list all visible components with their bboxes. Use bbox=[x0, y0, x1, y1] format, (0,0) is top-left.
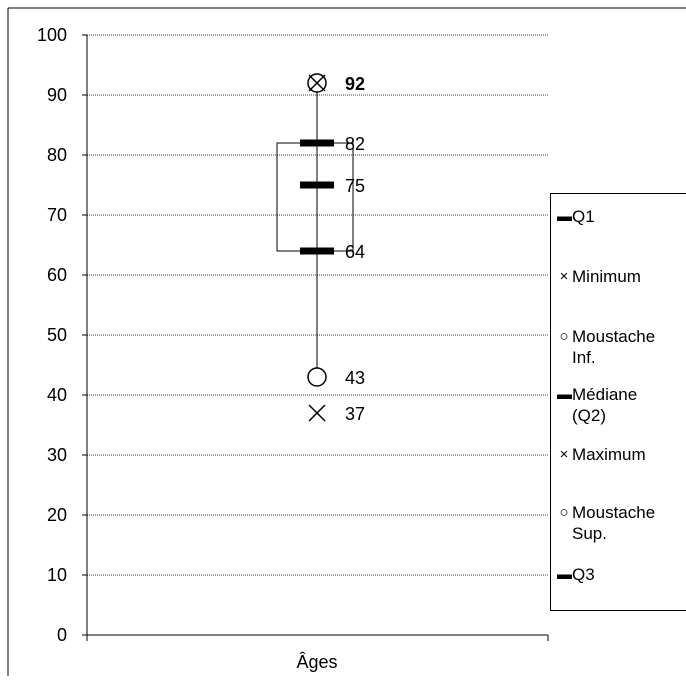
q1-marker bbox=[300, 247, 334, 255]
median-marker bbox=[300, 181, 334, 189]
y-tick-label: 60 bbox=[47, 265, 67, 285]
dash-icon: ▬ bbox=[557, 566, 572, 583]
chart-legend: ▬ Q1 × Minimum ○ Moustache Inf. ▬ Médian… bbox=[550, 193, 686, 611]
iqr-box bbox=[276, 142, 354, 252]
data-label-92: 92 bbox=[345, 74, 365, 94]
y-tick-label: 80 bbox=[47, 145, 67, 165]
y-tick-label: 30 bbox=[47, 445, 67, 465]
y-tick-label: 10 bbox=[47, 565, 67, 585]
circle-icon: ○ bbox=[559, 328, 569, 345]
legend-label: Minimum bbox=[572, 267, 641, 286]
x-icon: × bbox=[559, 446, 569, 463]
legend-label: Moustache Inf. bbox=[572, 327, 656, 367]
y-tick-label: 20 bbox=[47, 505, 67, 525]
y-tick-label: 100 bbox=[37, 25, 67, 45]
legend-item-minimum: × Minimum bbox=[557, 266, 641, 287]
legend-item-moustache-inf: ○ Moustache Inf. bbox=[557, 326, 655, 368]
minimum-marker bbox=[308, 404, 326, 422]
legend-label: Q3 bbox=[572, 565, 595, 584]
y-tick-label: 90 bbox=[47, 85, 67, 105]
y-tick-label: 50 bbox=[47, 325, 67, 345]
maximum-marker bbox=[308, 74, 326, 92]
legend-label: Moustache Sup. bbox=[572, 503, 656, 543]
data-label-75: 75 bbox=[345, 176, 365, 196]
legend-item-mediane: ▬ Médiane (Q2) bbox=[557, 384, 637, 426]
y-tick-label: 70 bbox=[47, 205, 67, 225]
dash-icon: ▬ bbox=[557, 386, 572, 403]
legend-item-q3: ▬ Q3 bbox=[557, 564, 595, 585]
x-icon: × bbox=[559, 268, 569, 285]
legend-item-moustache-sup: ○ Moustache Sup. bbox=[557, 502, 655, 544]
circle-icon: ○ bbox=[559, 504, 569, 521]
legend-item-maximum: × Maximum bbox=[557, 444, 646, 465]
legend-label: Q1 bbox=[572, 207, 595, 226]
data-label-43: 43 bbox=[345, 368, 365, 388]
legend-label: Médiane (Q2) bbox=[572, 385, 638, 425]
dash-icon: ▬ bbox=[557, 208, 572, 225]
y-tick-label: 40 bbox=[47, 385, 67, 405]
x-category-label: Âges bbox=[296, 652, 337, 672]
moustache-inf-marker bbox=[307, 367, 327, 387]
y-tick-label: 0 bbox=[57, 625, 67, 645]
data-label-64: 64 bbox=[345, 242, 365, 262]
legend-label: Maximum bbox=[572, 445, 646, 464]
legend-item-q1: ▬ Q1 bbox=[557, 206, 595, 227]
data-label-82: 82 bbox=[345, 134, 365, 154]
data-label-37: 37 bbox=[345, 404, 365, 424]
q3-marker bbox=[300, 139, 334, 147]
